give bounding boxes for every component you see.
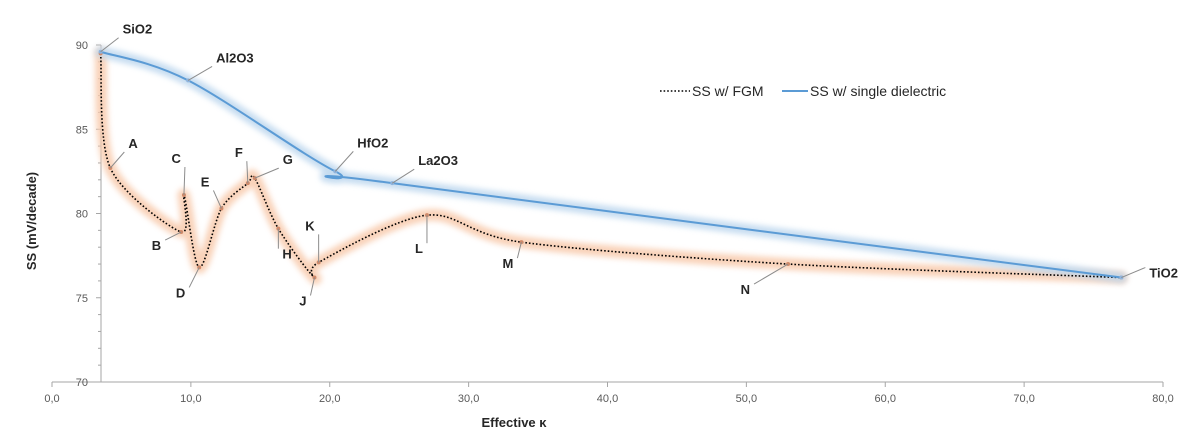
x-tick-label: 70,0 [1013,393,1034,405]
x-axis-title: Effective κ [481,415,547,430]
data-label-la2o3: La2O3 [418,153,458,168]
annotation-leader [254,167,279,179]
data-label-hfo2: HfO2 [357,135,388,150]
series-layer [98,49,1124,280]
x-tick-label: 50,0 [736,393,757,405]
data-label-f: F [235,145,243,160]
y-tick-label: 90 [76,40,88,52]
data-label-h: H [282,247,291,262]
data-label-e: E [201,174,210,189]
annotation-leader [212,190,222,209]
y-tick-label: 80 [76,209,88,221]
data-label-l: L [415,241,423,256]
series-glow [94,47,1128,285]
x-tick-label: 60,0 [875,393,896,405]
annotation-leader [187,65,213,81]
x-tick-label: 80,0 [1152,393,1173,405]
annotation-leader [164,231,182,241]
annotation-leader [100,37,119,53]
annotation-leader [109,151,125,169]
x-tick-label: 10,0 [180,393,201,405]
data-label-al2o3: Al2O3 [216,50,254,65]
legend: SS w/ FGM SS w/ single dielectric [660,83,946,99]
x-tick-label: 0,0 [44,393,59,405]
annotation-leader [391,168,415,184]
y-axis-ticks: 70 75 80 85 90 [76,40,101,389]
annotation-leader [309,277,315,296]
legend-label-fgm: SS w/ FGM [692,83,764,99]
x-axis-ticks: 0,0 10,0 20,0 30,0 40,0 50,0 60,0 70,0 80,0 [44,382,1174,405]
x-tick-label: 20,0 [319,393,340,405]
series-glow-layer [94,46,1128,285]
x-tick-label: 40,0 [597,393,618,405]
y-tick-label: 70 [76,377,88,389]
data-label-n: N [741,282,750,297]
annotation-leader [1121,267,1146,278]
annotation-leader [246,161,249,184]
data-label-g: G [283,152,293,167]
y-tick-label: 85 [76,124,88,136]
series-glow [95,46,1127,284]
annotation-leader [188,267,200,288]
data-label-d: D [176,285,185,300]
y-axis-title: SS (mV/decade) [24,172,39,270]
data-label-j: J [299,294,306,309]
annotation-leader [516,242,522,259]
data-label-k: K [305,218,315,233]
data-label-sio2: SiO2 [123,22,153,37]
data-label-a: A [128,136,138,151]
data-label-c: C [172,151,182,166]
series-line-1 [100,50,1122,279]
legend-label-single: SS w/ single dielectric [810,83,946,99]
data-label-m: M [503,256,514,271]
data-label-tio2: TiO2 [1149,266,1178,281]
annotation-layer: A B C D E F G H J K L M N SiO2 Al2O3 HfO2 La2O3 TiO2 [100,22,1178,309]
data-label-b: B [152,238,161,253]
annotation-leader [334,151,354,172]
y-tick-label: 75 [76,293,88,305]
x-tick-label: 30,0 [458,393,479,405]
series-line-0 [99,53,1122,280]
annotation-leader [753,263,789,285]
annotation-leader [183,166,186,195]
